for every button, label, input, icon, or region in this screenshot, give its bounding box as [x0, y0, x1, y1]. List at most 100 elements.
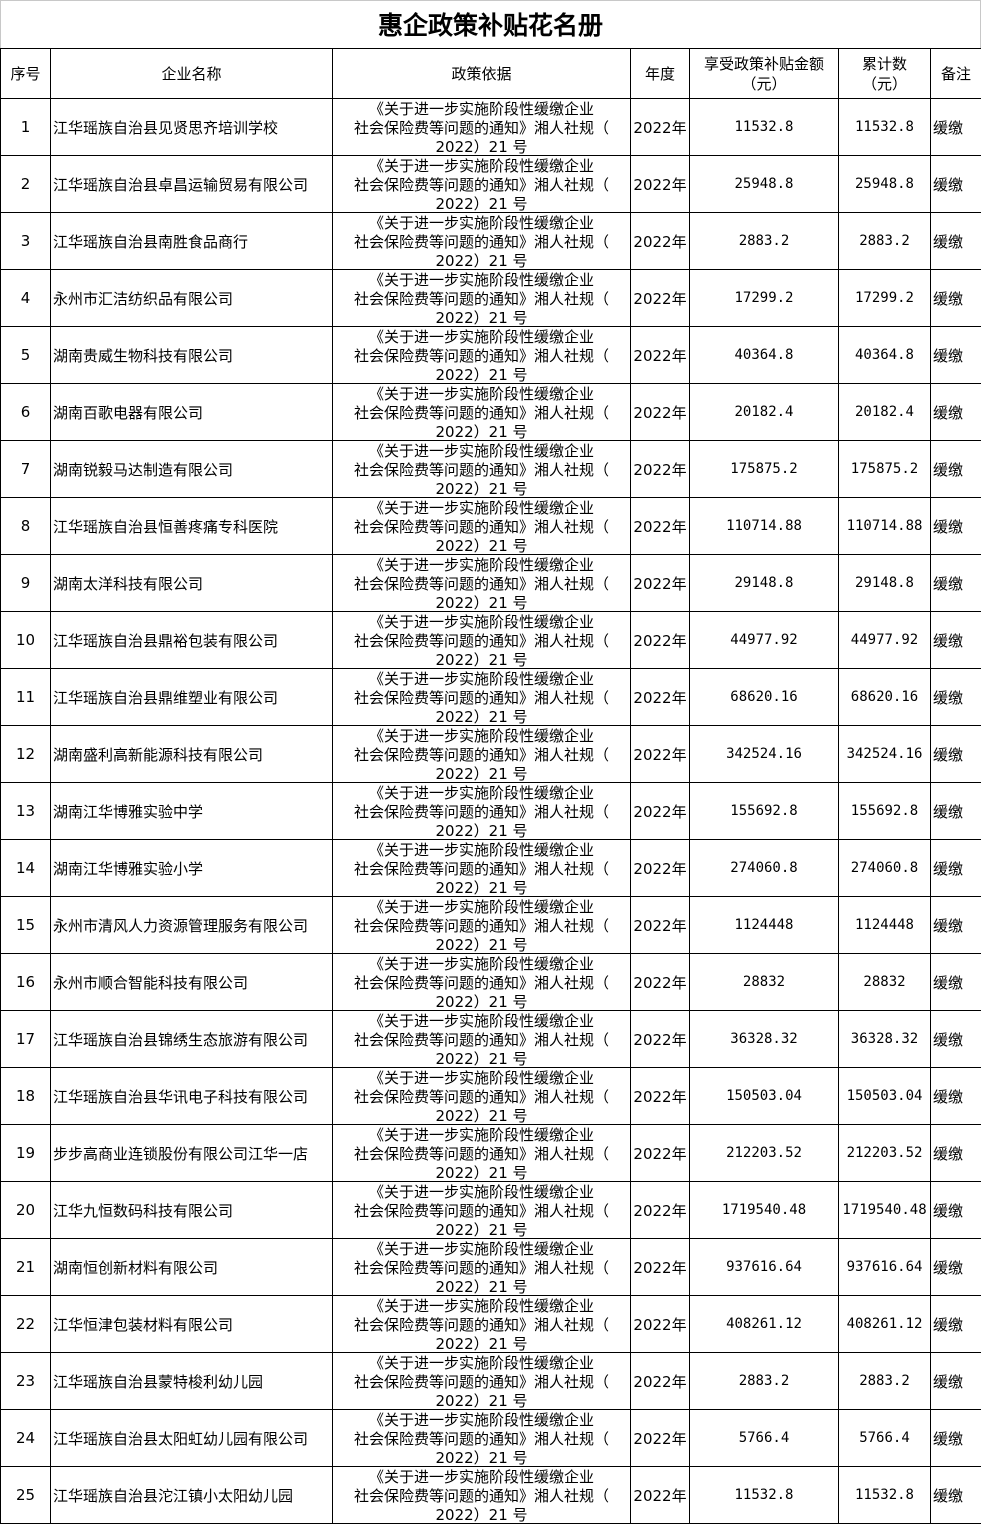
company-cell: 江华瑶族自治县鼎维塑业有限公司 [51, 669, 333, 726]
seq-cell: 3 [1, 213, 51, 270]
header-total: 累计数（元） [839, 49, 931, 99]
policy-cell: 《关于进一步实施阶段性缓缴企业社会保险费等问题的通知》湘人社规（2022）21 … [333, 783, 631, 840]
note-cell: 缓缴 [931, 270, 981, 327]
policy-cell: 《关于进一步实施阶段性缓缴企业社会保险费等问题的通知》湘人社规（2022）21 … [333, 441, 631, 498]
year-cell: 2022年 [631, 327, 690, 384]
total-cell: 1719540.48 [839, 1182, 931, 1239]
policy-cell: 《关于进一步实施阶段性缓缴企业社会保险费等问题的通知》湘人社规（2022）21 … [333, 1125, 631, 1182]
year-cell: 2022年 [631, 99, 690, 156]
total-cell: 408261.12 [839, 1296, 931, 1353]
amount-cell: 36328.32 [690, 1011, 839, 1068]
total-cell: 342524.16 [839, 726, 931, 783]
company-cell: 湖南百歌电器有限公司 [51, 384, 333, 441]
policy-cell: 《关于进一步实施阶段性缓缴企业社会保险费等问题的通知》湘人社规（2022）21 … [333, 270, 631, 327]
company-cell: 江华瑶族自治县锦绣生态旅游有限公司 [51, 1011, 333, 1068]
policy-text: 《关于进一步实施阶段性缓缴企业社会保险费等问题的通知》湘人社规（2022）21 … [333, 213, 630, 269]
policy-text: 《关于进一步实施阶段性缓缴企业社会保险费等问题的通知》湘人社规（2022）21 … [333, 441, 630, 497]
note-cell: 缓缴 [931, 1410, 981, 1467]
total-cell: 25948.8 [839, 156, 931, 213]
policy-cell: 《关于进一步实施阶段性缓缴企业社会保险费等问题的通知》湘人社规（2022）21 … [333, 384, 631, 441]
company-cell: 江华瑶族自治县卓昌运输贸易有限公司 [51, 156, 333, 213]
year-cell: 2022年 [631, 669, 690, 726]
seq-cell: 14 [1, 840, 51, 897]
total-cell: 212203.52 [839, 1125, 931, 1182]
company-cell: 永州市顺合智能科技有限公司 [51, 954, 333, 1011]
header-row: 序号 企业名称 政策依据 年度 享受政策补贴金额（元） 累计数（元） 备注 [1, 49, 981, 99]
company-cell: 江华瑶族自治县华讯电子科技有限公司 [51, 1068, 333, 1125]
total-cell: 11532.8 [839, 99, 931, 156]
seq-cell: 24 [1, 1410, 51, 1467]
seq-cell: 9 [1, 555, 51, 612]
note-cell: 缓缴 [931, 669, 981, 726]
policy-cell: 《关于进一步实施阶段性缓缴企业社会保险费等问题的通知》湘人社规（2022）21 … [333, 1296, 631, 1353]
note-cell: 缓缴 [931, 384, 981, 441]
seq-cell: 6 [1, 384, 51, 441]
year-cell: 2022年 [631, 1125, 690, 1182]
year-cell: 2022年 [631, 1011, 690, 1068]
total-cell: 36328.32 [839, 1011, 931, 1068]
header-policy: 政策依据 [333, 49, 631, 99]
note-cell: 缓缴 [931, 840, 981, 897]
year-cell: 2022年 [631, 954, 690, 1011]
total-cell: 2883.2 [839, 1353, 931, 1410]
policy-text: 《关于进一步实施阶段性缓缴企业社会保险费等问题的通知》湘人社规（2022）21 … [333, 327, 630, 383]
seq-cell: 18 [1, 1068, 51, 1125]
company-cell: 湖南贵威生物科技有限公司 [51, 327, 333, 384]
total-cell: 150503.04 [839, 1068, 931, 1125]
total-cell: 2883.2 [839, 213, 931, 270]
policy-text: 《关于进一步实施阶段性缓缴企业社会保险费等问题的通知》湘人社规（2022）21 … [333, 555, 630, 611]
policy-text: 《关于进一步实施阶段性缓缴企业社会保险费等问题的通知》湘人社规（2022）21 … [333, 156, 630, 212]
amount-cell: 937616.64 [690, 1239, 839, 1296]
policy-cell: 《关于进一步实施阶段性缓缴企业社会保险费等问题的通知》湘人社规（2022）21 … [333, 612, 631, 669]
year-cell: 2022年 [631, 1296, 690, 1353]
amount-cell: 25948.8 [690, 156, 839, 213]
header-note: 备注 [931, 49, 981, 99]
seq-cell: 16 [1, 954, 51, 1011]
policy-cell: 《关于进一步实施阶段性缓缴企业社会保险费等问题的通知》湘人社规（2022）21 … [333, 555, 631, 612]
note-cell: 缓缴 [931, 1125, 981, 1182]
policy-text: 《关于进一步实施阶段性缓缴企业社会保险费等问题的通知》湘人社规（2022）21 … [333, 726, 630, 782]
policy-cell: 《关于进一步实施阶段性缓缴企业社会保险费等问题的通知》湘人社规（2022）21 … [333, 669, 631, 726]
note-cell: 缓缴 [931, 612, 981, 669]
policy-text: 《关于进一步实施阶段性缓缴企业社会保险费等问题的通知》湘人社规（2022）21 … [333, 1353, 630, 1409]
policy-text: 《关于进一步实施阶段性缓缴企业社会保险费等问题的通知》湘人社规（2022）21 … [333, 1239, 630, 1295]
company-cell: 江华瑶族自治县太阳虹幼儿园有限公司 [51, 1410, 333, 1467]
total-cell: 20182.4 [839, 384, 931, 441]
year-cell: 2022年 [631, 612, 690, 669]
total-cell: 1124448 [839, 897, 931, 954]
policy-text: 《关于进一步实施阶段性缓缴企业社会保险费等问题的通知》湘人社规（2022）21 … [333, 498, 630, 554]
total-cell: 11532.8 [839, 1467, 931, 1524]
year-cell: 2022年 [631, 726, 690, 783]
note-cell: 缓缴 [931, 498, 981, 555]
policy-cell: 《关于进一步实施阶段性缓缴企业社会保险费等问题的通知》湘人社规（2022）21 … [333, 1011, 631, 1068]
seq-cell: 21 [1, 1239, 51, 1296]
total-cell: 68620.16 [839, 669, 931, 726]
seq-cell: 5 [1, 327, 51, 384]
year-cell: 2022年 [631, 1182, 690, 1239]
policy-cell: 《关于进一步实施阶段性缓缴企业社会保险费等问题的通知》湘人社规（2022）21 … [333, 840, 631, 897]
year-cell: 2022年 [631, 1467, 690, 1524]
company-cell: 江华瑶族自治县蒙特梭利幼儿园 [51, 1353, 333, 1410]
policy-text: 《关于进一步实施阶段性缓缴企业社会保险费等问题的通知》湘人社规（2022）21 … [333, 1125, 630, 1181]
year-cell: 2022年 [631, 1239, 690, 1296]
total-cell: 155692.8 [839, 783, 931, 840]
amount-cell: 2883.2 [690, 213, 839, 270]
note-cell: 缓缴 [931, 99, 981, 156]
seq-cell: 11 [1, 669, 51, 726]
year-cell: 2022年 [631, 270, 690, 327]
seq-cell: 15 [1, 897, 51, 954]
amount-cell: 20182.4 [690, 384, 839, 441]
seq-cell: 12 [1, 726, 51, 783]
